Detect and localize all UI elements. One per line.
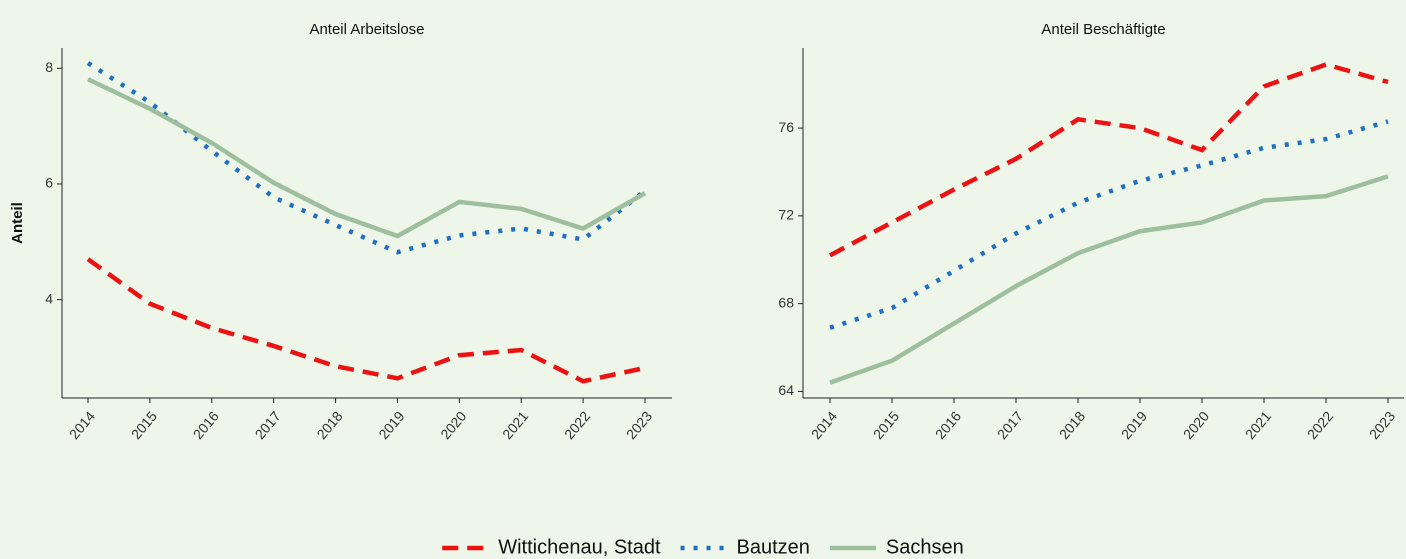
x-tick-label: 2018 (313, 408, 345, 442)
x-tick-label: 2020 (1180, 408, 1212, 442)
x-tick-label: 2021 (499, 408, 531, 442)
x-tick-label: 2015 (870, 408, 902, 442)
x-tick-label: 2021 (1242, 408, 1274, 442)
data-line (829, 174, 1389, 385)
x-tick-label: 2016 (932, 408, 964, 442)
y-tick-label: 72 (778, 207, 794, 223)
x-tick-label: 2023 (623, 408, 655, 442)
x-tick-label: 2014 (808, 408, 840, 442)
x-tick-label: 2015 (128, 408, 160, 442)
x-tick-label: 2020 (437, 408, 469, 442)
data-line (86, 61, 647, 255)
data-line (86, 257, 646, 384)
data-line (87, 77, 647, 239)
x-tick-label: 2022 (1304, 408, 1336, 442)
y-tick-label: 4 (45, 290, 53, 306)
y-tick-label: 68 (778, 294, 794, 310)
legend-label: Wittichenau, Stadt (498, 536, 661, 558)
legend-label: Sachsen (886, 536, 964, 558)
chart-title: Anteil Arbeitslose (309, 21, 424, 38)
x-tick-label: 2018 (1056, 408, 1088, 442)
y-tick-label: 64 (778, 382, 794, 398)
chart-title: Anteil Beschäftigte (1041, 21, 1165, 38)
y-tick-label: 8 (45, 59, 53, 75)
x-tick-label: 2016 (190, 408, 222, 442)
y-tick-label: 76 (778, 119, 794, 135)
x-tick-label: 2022 (561, 408, 593, 442)
x-tick-label: 2023 (1366, 408, 1398, 442)
data-line (828, 62, 1389, 258)
x-tick-label: 2017 (994, 408, 1026, 442)
x-tick-label: 2019 (1118, 408, 1150, 442)
x-tick-label: 2019 (375, 408, 407, 442)
y-axis-label: Anteil (9, 202, 26, 244)
y-tick-label: 6 (45, 175, 53, 191)
data-line (829, 119, 1389, 330)
x-tick-label: 2014 (66, 408, 98, 442)
x-tick-label: 2017 (252, 408, 284, 442)
legend-label: Bautzen (737, 536, 810, 558)
